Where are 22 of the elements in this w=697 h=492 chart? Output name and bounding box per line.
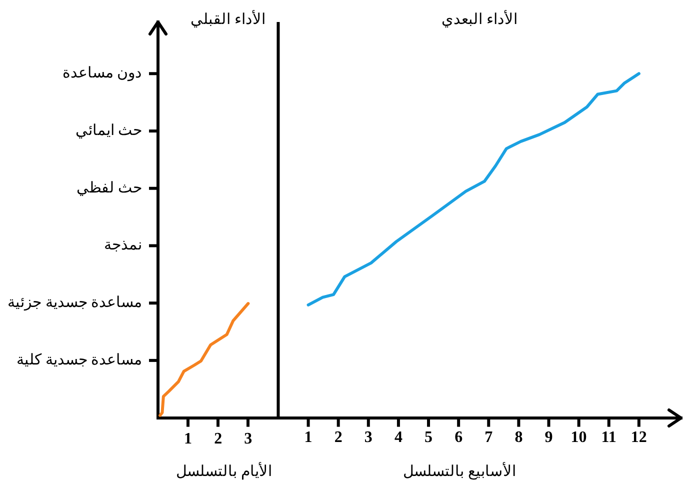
text: دون مساعدة bbox=[62, 66, 142, 82]
text: مساعدة جسدية كلية bbox=[16, 352, 142, 368]
x2-tick-label: 10 bbox=[570, 428, 587, 446]
text: مساعدة جسدية جزئية bbox=[8, 295, 142, 312]
text: الأداء البعدي bbox=[442, 10, 518, 28]
x2-tick-label: 9 bbox=[544, 428, 553, 446]
x2-tick-label: 7 bbox=[484, 428, 493, 446]
x2-tick-label: 6 bbox=[454, 428, 463, 446]
text: الأيام بالتسلسل bbox=[176, 462, 272, 480]
text: نمذجة bbox=[104, 238, 142, 254]
text: حث ايمائي bbox=[75, 122, 142, 139]
x2-tick-label: 8 bbox=[514, 428, 523, 446]
x-tick-label: 3 bbox=[244, 430, 252, 448]
x2-tick-label: 12 bbox=[630, 428, 647, 446]
x2-tick-label: 11 bbox=[601, 428, 616, 446]
x2-tick-label: 5 bbox=[424, 428, 433, 446]
text: الأداء القبلي bbox=[190, 10, 266, 28]
x-tick-label: 1 bbox=[184, 430, 192, 448]
x-tick-label: 2 bbox=[214, 430, 222, 448]
x2-tick-label: 4 bbox=[394, 428, 402, 446]
text: حث لفظي bbox=[76, 180, 142, 196]
x-axis-title: الأسابيع بالتسلسل bbox=[403, 462, 516, 480]
